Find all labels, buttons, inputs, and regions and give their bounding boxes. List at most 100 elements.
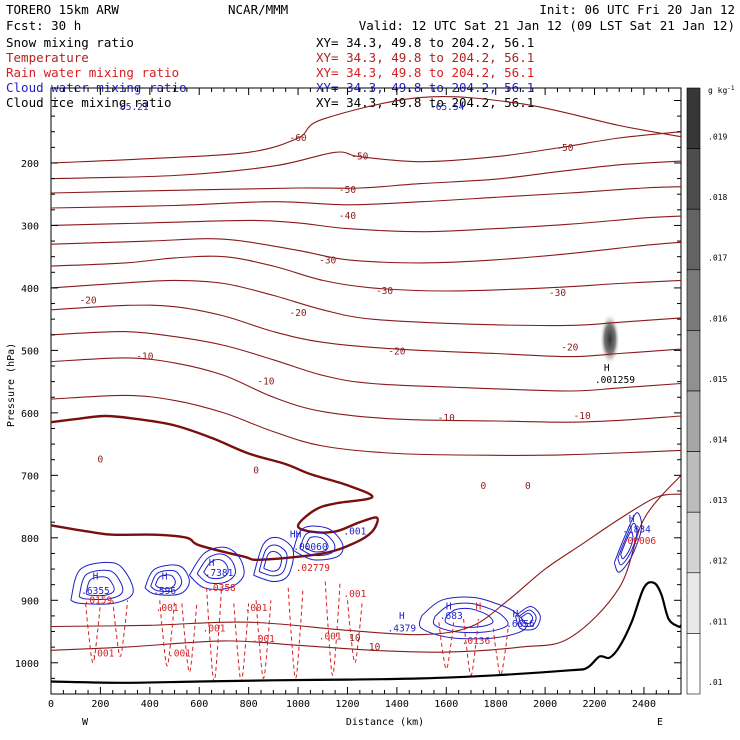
- isotherm-label: -50: [556, 143, 573, 154]
- cloud-water-contour-inner: [203, 559, 229, 580]
- org-label: NCAR/MMM: [228, 2, 288, 17]
- snow-max-marker: H: [604, 363, 610, 374]
- y-tick-label: 900: [21, 596, 39, 607]
- colorbar-cell: [686, 633, 701, 695]
- cloud-water-label: .6656: [506, 619, 535, 630]
- rain-water-contour: [159, 600, 175, 667]
- cloud-water-contours: [70, 512, 643, 640]
- colorbar-cell: [686, 208, 701, 271]
- x-tick-label: 400: [141, 699, 159, 710]
- colorbar-cell: [686, 390, 701, 452]
- cloud-water-label: H: [446, 602, 452, 613]
- cloud-water-contour-inner: [620, 531, 634, 560]
- cloud-water-label: .596: [153, 586, 176, 597]
- isotherm-label: -50: [351, 152, 368, 163]
- y-tick-label: 200: [21, 159, 39, 170]
- colorbar-tick-label: .016: [708, 314, 727, 323]
- isotherm-label: -30: [549, 288, 566, 299]
- rain-water-contour: [85, 603, 101, 664]
- cloud-water-contour-inner: [518, 609, 537, 628]
- cloud-water-label: HH: [290, 530, 302, 541]
- rain-water-label: .001: [203, 623, 226, 634]
- cloud-water-contour-inner: [520, 612, 534, 625]
- rain-water-label: H: [476, 602, 482, 613]
- rain-water-contour: [181, 603, 198, 673]
- isotherm-label: 10: [369, 642, 381, 653]
- legend-field-name: Temperature: [6, 50, 89, 65]
- colorbar-tick-label: .018: [708, 193, 727, 202]
- rain-water-contour: [324, 581, 341, 676]
- isotherm-label: -10: [574, 411, 591, 422]
- rain-water-contour: [287, 587, 304, 679]
- y-tick-label: 300: [21, 221, 39, 232]
- y-tick-label: 1000: [15, 659, 39, 670]
- x-tick-label: 600: [190, 699, 208, 710]
- cloud-water-label: .00060: [293, 542, 328, 553]
- x-tick-label: 1000: [286, 699, 310, 710]
- cloud-water-label: H: [513, 609, 519, 620]
- cloud-water-label: .1834: [622, 525, 651, 536]
- cloud-water-contour-inner: [150, 569, 183, 593]
- isotherm--40: [50, 186, 682, 209]
- forecast-hour: Fcst: 30 h: [6, 18, 81, 33]
- west-label: W: [82, 717, 89, 728]
- snow-mixing-ratio-shading: H.001259: [595, 313, 635, 386]
- isotherm--20: [50, 279, 682, 327]
- rain-water-contour: [347, 600, 363, 664]
- x-tick-label: 0: [48, 699, 54, 710]
- isotherm-label: 10: [349, 633, 361, 644]
- cloud-water-contour-inner: [305, 536, 329, 553]
- colorbar-tick-label: .01: [708, 678, 723, 687]
- field-legend: Snow mixing ratio XY= 34.3, 49.8 to 204.2…: [6, 35, 534, 113]
- isotherm-label: -20: [289, 308, 306, 319]
- contour-labels: -60 -50 -50 -50 -40 -30 -30 -30 -20 -20 -20 -20 -10 -…: [79, 133, 656, 659]
- isotherm-10: [50, 493, 682, 636]
- x-tick-label: 2000: [533, 699, 557, 710]
- rain-water-label: .001: [252, 634, 275, 645]
- x-tick-label: 2400: [632, 699, 656, 710]
- colorbar-tick-label: .012: [708, 557, 727, 566]
- isotherm-label: -20: [79, 295, 96, 306]
- cloud-water-contour-inner: [444, 607, 494, 628]
- isotherm-label: 0: [98, 455, 104, 466]
- zero-isotherm-line: [50, 414, 379, 562]
- legend-field-name: Snow mixing ratio: [6, 35, 134, 50]
- cloud-water-contour-inner: [78, 569, 124, 601]
- cloud-water-label: .001: [343, 527, 366, 538]
- colorbar-cell: [686, 511, 701, 574]
- isotherm--50: [50, 160, 682, 194]
- isotherm--20: [50, 304, 682, 358]
- colorbar: .019 .018 .017 .016 .015 .014 .013 .012 .011 .01: [686, 87, 727, 695]
- rain-water-label: .001: [343, 589, 366, 600]
- isotherm-label: -10: [257, 377, 274, 388]
- cloud-water-label: .683: [440, 611, 463, 622]
- cloud-water-label: .4379: [388, 623, 417, 634]
- rain-water-label: .02779: [296, 563, 331, 574]
- rain-water-contour: [463, 618, 479, 676]
- colorbar-tick-label: .011: [708, 617, 727, 626]
- legend-field-xy: XY= 34.3, 49.8 to 204.2, 56.1: [316, 50, 534, 65]
- cloud-water-label: H: [209, 558, 215, 569]
- cloud-water-label: H: [629, 514, 635, 525]
- legend-field-xy: XY= 34.3, 49.8 to 204.2, 56.1: [316, 65, 534, 80]
- rain-water-label: .0136: [462, 636, 491, 647]
- rain-water-label: .001: [168, 648, 191, 659]
- y-tick-label: 400: [21, 284, 39, 295]
- x-tick-label: 1600: [434, 699, 458, 710]
- rain-water-contour: [492, 628, 509, 676]
- x-tick-label: 200: [91, 699, 109, 710]
- cloud-water-contour: [144, 564, 190, 596]
- x-tick-label: 1200: [335, 699, 359, 710]
- isotherm-label: 0: [253, 465, 259, 476]
- cloud-water-contour-inner: [196, 553, 236, 585]
- colorbar-tick-label: .014: [708, 436, 727, 445]
- colorbar-unit: g kg-1: [708, 85, 735, 95]
- colorbar-tick-label: .019: [708, 133, 727, 142]
- legend-field-name: Rain water mixing ratio: [6, 65, 179, 80]
- cloud-water-label: H: [399, 611, 405, 622]
- cloud-water-contour-inner: [299, 531, 336, 557]
- isotherm--60: [50, 96, 682, 164]
- isotherm-label: -30: [319, 255, 336, 266]
- isotherm-label: -20: [561, 342, 578, 353]
- axes: 0 200 400 600 800 1000 1200 1400 1600 1800 2000 220…: [15, 88, 682, 710]
